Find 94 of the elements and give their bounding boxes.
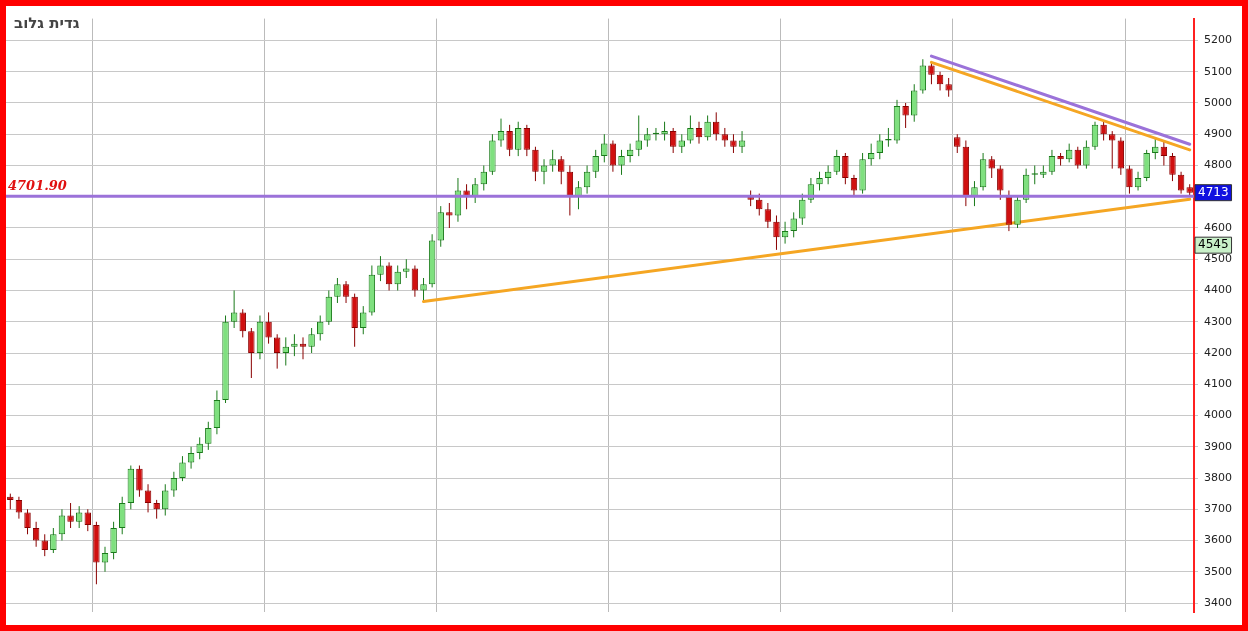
annotation: גדית גלוב [14, 14, 80, 32]
candlestick [902, 102, 909, 129]
candlestick [170, 471, 178, 498]
candlestick [24, 508, 31, 535]
candlestick [377, 255, 384, 282]
candlestick [1169, 152, 1176, 182]
candlestick [110, 521, 117, 560]
candlestick [669, 127, 677, 154]
y-tick-label: 5000 [1204, 95, 1233, 109]
candlestick [334, 277, 341, 304]
candlestick [75, 505, 83, 529]
candlestick [790, 211, 797, 238]
candlestick [32, 521, 40, 548]
candlestick [1143, 149, 1150, 182]
candlestick [998, 164, 1003, 201]
y-tick-label: 4100 [1204, 377, 1233, 391]
candlestick [876, 133, 884, 160]
candlestick [50, 527, 57, 554]
y-tick-label: 4400 [1204, 283, 1233, 297]
candlestick [618, 149, 625, 176]
candlestick [928, 61, 935, 85]
candlestick [360, 305, 367, 335]
candlestick [395, 265, 400, 291]
candlestick [84, 508, 92, 532]
ref-line-label: 4701.90 [8, 178, 67, 194]
y-tick-label: 4200 [1204, 345, 1233, 359]
candlestick [730, 133, 737, 154]
candlestick [248, 327, 255, 379]
candlestick [704, 114, 711, 141]
y-tick-label: 3700 [1204, 502, 1233, 516]
candlestick [644, 127, 651, 148]
candlestick [945, 77, 952, 98]
candlestick [291, 333, 298, 357]
candlestick [1091, 121, 1099, 151]
candlestick [558, 155, 565, 185]
candlestick [205, 421, 212, 451]
y-tick-label: 5100 [1204, 64, 1233, 78]
candlestick [988, 155, 995, 179]
candlestick [385, 261, 393, 291]
candlestick [179, 455, 186, 482]
candlestick [1083, 139, 1090, 170]
annotation: 4545 [1198, 237, 1229, 252]
candlestick [136, 465, 143, 498]
candlestick [343, 280, 349, 304]
y-tick-label: 5200 [1204, 33, 1233, 47]
y-tick-label: 3900 [1204, 439, 1233, 453]
annotation: 4713 [1198, 184, 1229, 199]
candlestick [532, 146, 539, 182]
candlestick [523, 124, 531, 157]
candlestick [1100, 121, 1107, 141]
candlestick [446, 202, 453, 229]
candlestick [635, 114, 642, 157]
candlestick [800, 193, 805, 226]
candlestick [273, 333, 281, 370]
candlestick [764, 202, 772, 229]
candlestick [816, 171, 823, 191]
candlestick [738, 130, 746, 154]
y-tick-label: 4800 [1204, 158, 1233, 172]
candlestick [196, 436, 203, 460]
candlestick [549, 149, 556, 173]
y-tick-label: 3400 [1204, 595, 1233, 609]
candlestick [1126, 164, 1133, 195]
candlestick [67, 502, 74, 529]
y-tick-label: 3600 [1204, 533, 1233, 547]
candlestick [308, 327, 315, 354]
candlestick [1014, 196, 1021, 229]
candlestick [954, 133, 961, 154]
candlestick [506, 124, 513, 157]
candlestick [153, 499, 160, 520]
candlestick [420, 277, 427, 302]
candlestick [678, 133, 686, 154]
y-tick-label: 4000 [1204, 408, 1233, 422]
candlestick [230, 290, 238, 329]
y-tick-label: 3500 [1204, 564, 1233, 578]
candlestick [833, 149, 840, 176]
candlestick [910, 83, 918, 123]
candlestick [1048, 149, 1056, 176]
candlestick [842, 152, 849, 185]
y-tick-label: 4900 [1204, 127, 1233, 141]
candlestick [239, 308, 246, 338]
candlestick [592, 149, 599, 179]
candlestick [265, 311, 272, 345]
y-tick-label: 4300 [1204, 314, 1233, 328]
candlestick [403, 258, 410, 279]
candlestick [514, 121, 522, 157]
candlestick [661, 121, 668, 141]
y-tick-label: 4600 [1204, 220, 1233, 234]
y-tick-label: 3800 [1204, 470, 1233, 484]
candlestick [773, 214, 780, 251]
candlestick [687, 114, 694, 145]
candlestick [540, 158, 548, 185]
candlestick [601, 133, 608, 163]
y-tick-label: 4500 [1204, 252, 1233, 266]
candlestick [118, 496, 126, 535]
